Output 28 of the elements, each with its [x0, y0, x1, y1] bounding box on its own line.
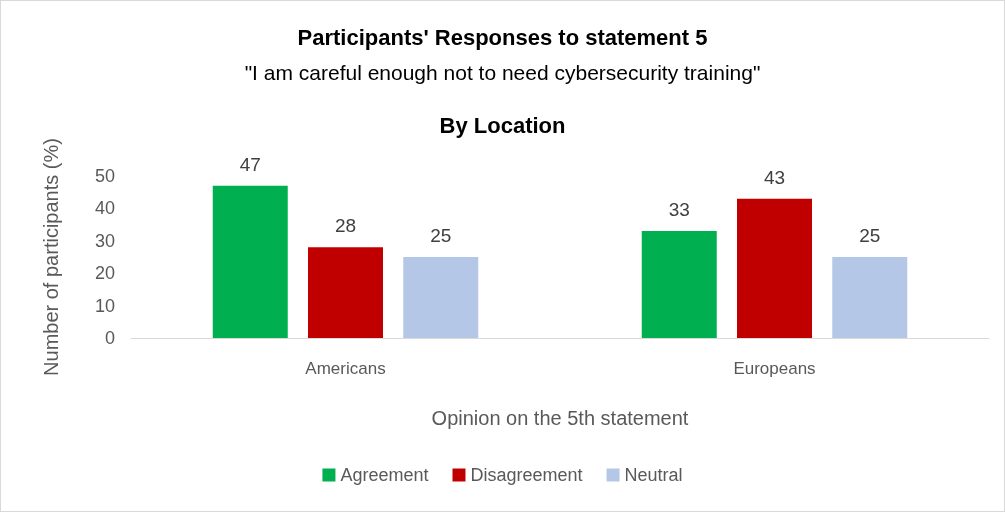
data-label: 33	[668, 199, 690, 221]
legend-label: Neutral	[624, 465, 683, 485]
y-axis-title: Number of participants (%)	[40, 138, 62, 376]
bar	[832, 257, 908, 338]
legend-label: Agreement	[340, 465, 429, 485]
y-tick-label: 50	[94, 166, 115, 186]
bar	[403, 257, 479, 338]
y-tick-label: 20	[94, 263, 115, 284]
y-tick-label: 40	[94, 198, 115, 219]
text: By Location	[439, 112, 566, 138]
bar	[641, 231, 717, 338]
data-label: 28	[334, 215, 357, 237]
chart-subtitle: "I am careful enough not to need cybersecurity training"	[244, 61, 761, 84]
data-label: 47	[239, 153, 261, 175]
bar	[737, 198, 812, 338]
data-label: 25	[859, 225, 881, 246]
x-tick-label: Americans	[305, 359, 386, 378]
legend-label: Disagreement	[470, 465, 583, 485]
x-axis-title: Opinion on the 5th statement	[431, 407, 689, 429]
data-label: 43	[763, 166, 786, 188]
chart-title: Participants' Responses to statement 5	[297, 24, 708, 50]
bar	[308, 247, 383, 338]
y-tick-label: 0	[104, 328, 115, 348]
data-label: 25	[430, 225, 452, 246]
y-tick-label: 10	[94, 295, 115, 316]
y-tick-label: 30	[94, 230, 115, 251]
x-tick-label: Europeans	[733, 359, 816, 378]
bar	[212, 185, 288, 338]
